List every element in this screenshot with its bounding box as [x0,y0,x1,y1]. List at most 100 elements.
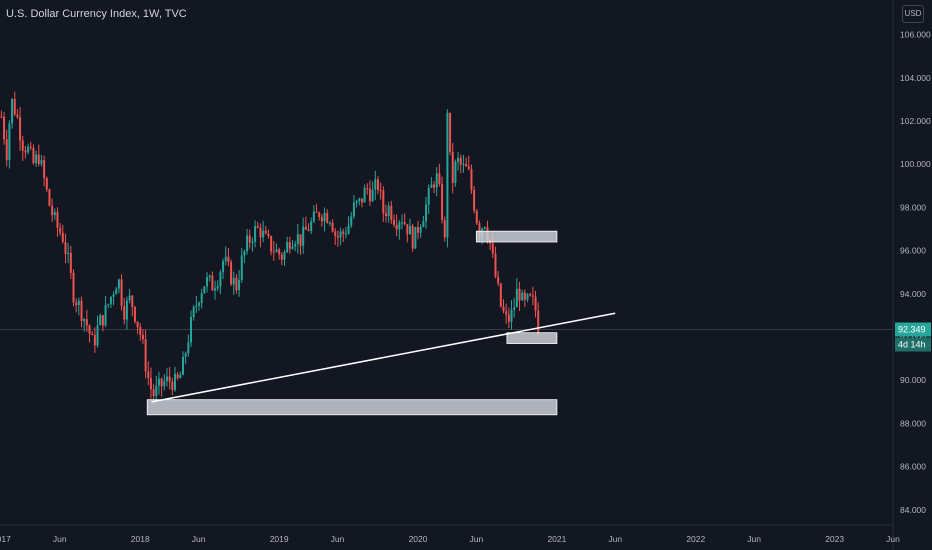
candle-body [109,296,112,305]
candle-body [144,339,147,372]
price-tick-label: 100.000 [900,159,931,169]
candle-body [422,221,425,227]
candle-body [307,229,310,231]
candle-body [80,300,83,321]
price-tick-label: 104.000 [900,73,931,83]
candle-body [494,253,497,277]
candle-body [93,334,96,346]
candle-body [248,235,251,243]
price-tick-label: 88.000 [900,418,926,428]
candle-body [315,211,318,213]
price-zones[interactable] [146,230,558,416]
candle-body [0,116,3,118]
candle-body [211,275,214,291]
candle-body [435,173,438,188]
candle-body [173,373,176,391]
candle-body [190,316,193,343]
time-tick-label: 2022 [686,534,705,544]
candle-body [387,205,390,217]
candle-body [141,334,144,340]
candle-body [219,272,222,287]
candle-body [430,184,433,188]
candle-body [446,112,449,238]
candle-body [3,116,6,140]
countdown-label: 4d 14h [898,339,926,349]
candle-body [208,275,211,278]
time-tick-label: Jun [469,534,483,544]
candle-body [294,243,297,247]
candle-body [152,389,155,397]
candle-body [499,283,502,307]
candle-body [139,327,142,335]
candle-body [475,210,478,224]
candle-body [264,230,267,234]
time-tick-label: Jun [886,534,900,544]
candle-body [259,227,262,238]
candle-body [32,147,35,164]
candle-body [459,157,462,165]
candle-body [61,232,64,243]
candle-body [195,305,198,307]
candle-body [318,212,321,218]
candle-body [128,295,131,301]
candle-body [85,319,88,326]
candle-body [443,220,446,238]
support-zone-lower [146,399,558,416]
last-price-label: 92.349 [898,324,926,334]
candle-body [101,315,104,326]
candle-body [358,198,361,202]
candle-body [24,150,27,153]
candle-body [406,224,409,235]
candle-body [88,325,91,334]
candle-body [395,224,398,230]
candle-body [37,154,40,164]
candle-body [155,385,158,397]
time-tick-label: Jun [608,534,622,544]
candle-body [136,321,139,328]
candle-body [96,325,99,346]
candle-body [286,242,289,253]
candle-body [529,294,532,296]
candle-body [491,243,494,254]
candle-body [131,295,134,307]
price-tick-label: 86.000 [900,462,926,472]
candle-body [310,221,313,231]
candle-body [457,157,460,162]
candle-body [35,154,38,164]
candle-body [240,255,243,281]
candle-body [200,293,203,304]
time-axis[interactable]: 2017 Jun 2018 Jun 2019 Jun 2020 Jun 2021 Jun 2022 J… [0,534,900,544]
candle-body [302,226,305,246]
price-axis[interactable]: 106.000 104.000 102.000 100.000 98.000 96.000… [900,30,931,515]
candle-body [16,114,19,118]
candle-body [473,189,476,211]
support-zone-upper [506,332,558,344]
candle-body [176,373,179,379]
trendline-layer[interactable] [151,312,616,403]
time-tick-label: 2023 [825,534,844,544]
candle-body [117,279,120,289]
candle-body [256,226,259,228]
candle-body [222,261,225,273]
candle-body [147,371,150,378]
candle-body [91,333,94,335]
candle-body [411,225,414,249]
currency-button[interactable]: USD [902,5,924,23]
candle-body [77,300,80,305]
candle-body [441,183,444,221]
last-price-tags: 92.349 4d 14h [895,322,931,352]
candle-body [115,288,118,295]
candle-body [278,249,281,255]
candle-body [419,226,422,233]
candle-body [149,377,152,390]
candle-body [403,222,406,225]
last-price-tag [895,322,931,337]
candle-body [125,300,128,320]
candle-body [328,222,331,224]
candle-body [398,222,401,230]
candle-body [75,302,78,305]
candle-body [347,225,350,234]
time-tick-label: Jun [747,534,761,544]
candle-body [19,117,22,141]
